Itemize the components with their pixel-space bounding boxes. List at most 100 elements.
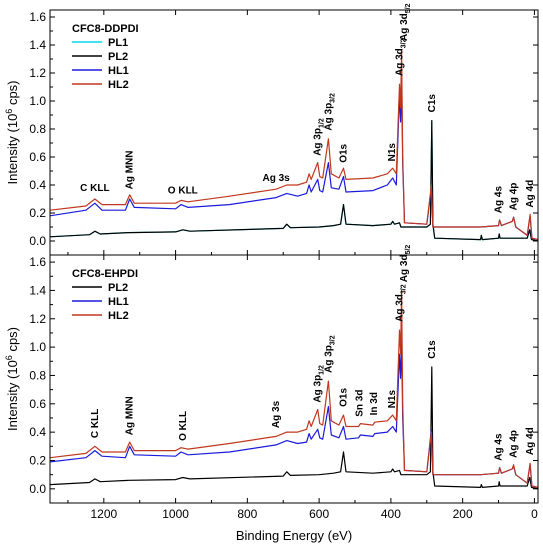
y-axis-label-sup: 6	[4, 355, 14, 360]
plot-frame	[49, 254, 539, 504]
peak-annotation: Ag 3p3/2	[323, 335, 336, 373]
y-tick-label: 1.2	[29, 312, 46, 326]
annotation-sub: 3/2	[401, 38, 408, 48]
y-tick-label: 1.6	[29, 10, 46, 24]
peak-annotation: Ag 3p3/2	[323, 93, 336, 131]
y-tick-label: 0.6	[29, 150, 46, 164]
annotation-sub: 3/2	[329, 335, 336, 345]
peak-annotation: C KLL	[80, 183, 109, 194]
annotation-sub: 5/2	[405, 245, 412, 255]
y-tick-label: 0.6	[29, 397, 46, 411]
y-tick-label: 0.8	[29, 122, 46, 136]
annotation-main: Ag 3d	[399, 254, 410, 282]
series-line-hl1	[50, 339, 538, 488]
peak-annotation: Ag 3d3/2	[395, 38, 408, 76]
annotation-main: Ag 3d	[399, 13, 410, 41]
legend-label-hl2: HL2	[108, 310, 129, 322]
x-tick-label: 800	[237, 507, 257, 521]
peak-annotation: O1s	[339, 388, 350, 407]
y-axis-label-tail: cps)	[5, 327, 20, 355]
peak-annotation: C KLL	[90, 409, 101, 438]
annotation-main: Ag 3p	[313, 128, 324, 156]
legend-label-pl2: PL2	[108, 282, 128, 294]
y-tick-label: 1.0	[29, 94, 46, 108]
peak-annotation: Ag 4p	[509, 430, 520, 458]
peak-annotation: C1s	[427, 340, 438, 359]
peak-annotation: O KLL	[168, 186, 198, 197]
peak-annotation: Ag 3d5/2	[399, 245, 412, 283]
y-tick-label: 0.4	[29, 425, 46, 439]
annotation-sub: 1/2	[319, 365, 326, 375]
legend-label-hl2: HL2	[108, 79, 129, 91]
series-line-pl2	[50, 120, 538, 242]
peak-annotation: Ag MNN	[125, 151, 136, 190]
y-tick-label: 0.2	[29, 206, 46, 220]
peak-annotation: Ag 3s	[262, 173, 290, 184]
peak-annotation: O KLL	[178, 411, 189, 441]
y-axis-label: Intensity (106 cps)	[4, 80, 20, 184]
legend-title: CFC8-DDPDI	[72, 23, 139, 35]
series-line-hl2	[50, 50, 538, 241]
peak-annotation: N1s	[387, 143, 398, 162]
y-axis-label: Intensity (106 cps)	[4, 327, 20, 431]
y-tick-label: 0.2	[29, 453, 46, 467]
annotation-main: Ag 3p	[313, 375, 324, 403]
x-tick-label: 600	[309, 507, 329, 521]
series-group	[50, 50, 538, 242]
peak-annotation: Ag 4p	[509, 183, 520, 211]
series-line-hl2	[50, 289, 538, 488]
series-group	[50, 289, 538, 490]
y-tick-label: 1.2	[29, 66, 46, 80]
y-tick-label: 0.8	[29, 368, 46, 382]
peak-annotation: Ag 3d3/2	[395, 284, 408, 322]
series-line-hl1	[50, 80, 538, 241]
series-line-pl2	[50, 366, 538, 490]
legend-label-pl2: PL2	[108, 51, 128, 63]
y-tick-label: 1.4	[29, 283, 46, 297]
peak-annotation: Ag MNN	[125, 396, 136, 435]
annotation-main: Ag 3p	[323, 345, 334, 373]
peak-annotation: Ag 3s	[271, 400, 282, 428]
panel-top-ddpdi: 0.0 0.2 0.4 0.6 0.8 1.0 1.2 1.4 1.6 Intensity (10…	[4, 3, 539, 256]
x-tick-label: 0	[531, 507, 538, 521]
y-tick-label: 1.6	[29, 255, 46, 269]
legend-label-hl1: HL1	[108, 65, 129, 77]
peak-annotation: Ag 4d	[525, 180, 536, 208]
y-tick-label: 1.4	[29, 38, 46, 52]
peak-annotation: Ag 3p1/2	[313, 118, 326, 156]
y-tick-label: 0.0	[29, 234, 46, 248]
peak-annotation: In 3d	[369, 392, 380, 415]
y-tick-label: 0.4	[29, 178, 46, 192]
annotation-main: Ag 3p	[323, 103, 334, 131]
annotation-sub: 5/2	[405, 3, 412, 13]
y-axis-label-tail: cps)	[5, 80, 20, 108]
legend-label-pl1: PL1	[108, 37, 128, 49]
annotation-sub: 1/2	[319, 118, 326, 128]
legend-title: CFC8-EHPDI	[72, 268, 138, 280]
x-axis-label: Binding Energy (eV)	[236, 528, 352, 543]
series-line-pl1	[50, 120, 538, 242]
peak-annotation: O1s	[339, 143, 350, 162]
x-tick-label: 200	[453, 507, 473, 521]
legend-label-hl1: HL1	[108, 296, 129, 308]
peak-annotation: Ag 3p1/2	[313, 365, 326, 403]
peak-annotation: Ag 3d5/2	[399, 3, 412, 41]
y-axis-label-main: Intensity (10	[5, 360, 20, 431]
peak-annotation: Ag 4s	[494, 433, 505, 461]
peak-annotation: Ag 4s	[494, 186, 505, 214]
annotation-sub: 3/2	[401, 284, 408, 294]
y-axis-label-main: Intensity (10	[5, 114, 20, 185]
y-tick-label: 0.0	[29, 482, 46, 496]
peak-annotation: N1s	[387, 390, 398, 409]
annotation-main: Ag 3d	[395, 48, 406, 76]
y-axis-label-sup: 6	[4, 109, 14, 114]
annotation-sub: 3/2	[329, 93, 336, 103]
peak-annotation: Sn 3d	[355, 390, 366, 417]
x-tick-label: 400	[381, 507, 401, 521]
peak-annotation: C1s	[427, 94, 438, 113]
x-tick-label: 1200	[90, 507, 117, 521]
y-tick-label: 1.0	[29, 340, 46, 354]
peak-annotation: Ag 4d	[525, 427, 536, 455]
